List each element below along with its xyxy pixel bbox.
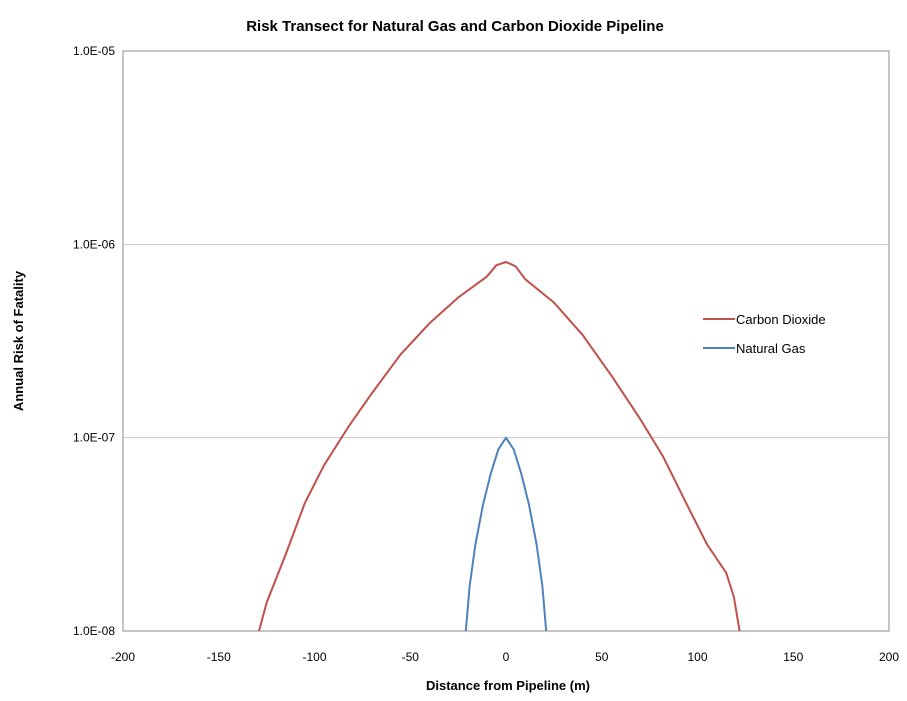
y-tick-label: 1.0E-05 bbox=[73, 44, 115, 58]
series-layer bbox=[258, 261, 741, 632]
x-tick-label: 150 bbox=[783, 650, 803, 664]
x-axis-title: Distance from Pipeline (m) bbox=[426, 678, 590, 693]
y-tick-label: 1.0E-06 bbox=[73, 237, 115, 251]
y-tick-label: 1.0E-08 bbox=[73, 624, 115, 638]
x-axis-ticks: -200 -150 -100 -50 0 50 100 150 200 bbox=[111, 650, 899, 664]
x-tick-label: 50 bbox=[595, 650, 609, 664]
legend-label-carbon-dioxide: Carbon Dioxide bbox=[736, 312, 826, 327]
legend-label-natural-gas: Natural Gas bbox=[736, 341, 806, 356]
x-tick-label: 100 bbox=[687, 650, 707, 664]
x-tick-label: 0 bbox=[503, 650, 510, 664]
x-tick-label: -100 bbox=[302, 650, 326, 664]
x-tick-label: -200 bbox=[111, 650, 135, 664]
y-axis-ticks: 1.0E-08 1.0E-07 1.0E-06 1.0E-05 bbox=[73, 44, 115, 638]
x-tick-label: 200 bbox=[879, 650, 899, 664]
y-axis-title: Annual Risk of Fatality bbox=[11, 270, 26, 411]
chart-title: Risk Transect for Natural Gas and Carbon… bbox=[246, 18, 664, 35]
y-tick-label: 1.0E-07 bbox=[73, 431, 115, 445]
series-line-carbon-dioxide bbox=[258, 261, 741, 632]
x-tick-label: -150 bbox=[207, 650, 231, 664]
series-line-natural-gas bbox=[464, 436, 548, 632]
x-tick-label: -50 bbox=[402, 650, 420, 664]
plot-area-frame bbox=[122, 50, 890, 632]
legend: Carbon Dioxide Natural Gas bbox=[703, 312, 826, 356]
